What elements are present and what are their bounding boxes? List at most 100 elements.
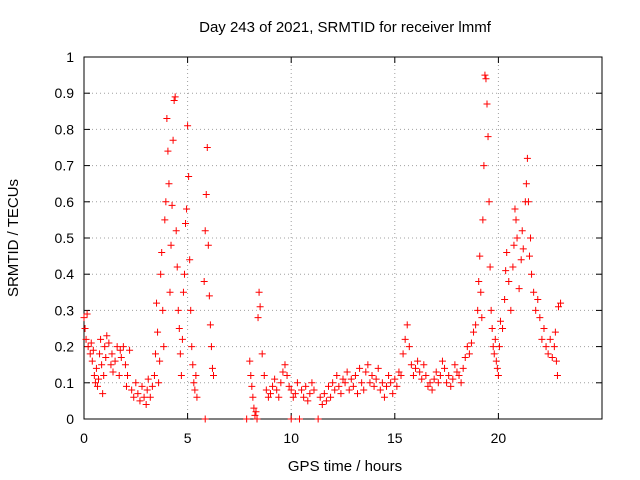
data-point (405, 343, 413, 351)
x-tick-label: 20 (491, 430, 507, 446)
data-point (275, 393, 283, 401)
data-point (163, 115, 171, 123)
data-point (143, 386, 151, 394)
data-point (447, 382, 455, 390)
data-point (176, 350, 184, 358)
data-point (538, 335, 546, 343)
data-point (262, 386, 270, 394)
data-point (366, 379, 374, 387)
data-point (486, 263, 494, 271)
data-point (345, 386, 353, 394)
data-point (453, 368, 461, 376)
data-point (324, 382, 332, 390)
data-point (154, 328, 162, 336)
data-point (322, 397, 330, 405)
data-point (517, 256, 525, 264)
y-tick-label: 0.2 (55, 339, 75, 355)
data-point (153, 299, 161, 307)
data-point (505, 277, 513, 285)
data-point (387, 379, 395, 387)
y-axis-label: SRMTID / TECUs (5, 179, 22, 297)
y-axis: 0 0.1 0.2 0.3 0.4 0.5 0.6 0.7 0.8 0.9 1 (55, 49, 602, 427)
data-point (360, 386, 368, 394)
data-point (548, 353, 556, 361)
data-point (461, 353, 469, 361)
data-point (475, 277, 483, 285)
data-point (86, 350, 94, 358)
data-point (424, 382, 432, 390)
data-point (82, 335, 90, 343)
data-point (354, 390, 362, 398)
data-point (158, 248, 166, 256)
y-tick-label: 0.1 (55, 375, 75, 391)
data-point (202, 191, 210, 199)
data-point (477, 288, 485, 296)
data-point (519, 245, 527, 253)
data-point (260, 372, 268, 380)
data-point (327, 393, 335, 401)
data-point (420, 361, 428, 369)
data-point (279, 368, 287, 376)
data-point (203, 144, 211, 151)
data-point (389, 390, 397, 398)
data-point (489, 343, 497, 351)
x-tick-label: 15 (387, 430, 403, 446)
data-point (401, 335, 409, 343)
data-point (255, 288, 263, 296)
data-point (527, 234, 535, 242)
data-point (251, 411, 259, 419)
data-point (121, 361, 129, 369)
data-point (339, 375, 347, 383)
data-point (93, 382, 101, 390)
data-point (364, 361, 372, 369)
data-point (144, 375, 152, 383)
data-point (146, 393, 154, 401)
data-point (552, 357, 560, 365)
data-point (164, 147, 172, 155)
data-point (157, 270, 165, 278)
data-point (329, 379, 337, 387)
data-point (298, 386, 306, 394)
data-point (89, 346, 97, 354)
data-point (148, 382, 156, 390)
data-point (445, 372, 453, 380)
data-point (341, 379, 349, 387)
data-point (187, 306, 195, 314)
data-point (416, 368, 424, 376)
data-point (554, 303, 562, 311)
data-point (441, 364, 449, 372)
data-point (481, 71, 489, 79)
data-point (463, 343, 471, 351)
data-point (430, 375, 438, 383)
data-point (302, 382, 310, 390)
data-point (201, 415, 209, 423)
data-point (103, 332, 111, 340)
data-point (474, 306, 482, 314)
data-point (399, 350, 407, 358)
data-point (84, 343, 92, 351)
data-point (138, 382, 146, 390)
data-point (546, 335, 554, 343)
data-point (192, 372, 200, 380)
data-point (108, 350, 116, 358)
y-tick-label: 0.4 (55, 266, 75, 282)
x-tick-label: 5 (184, 430, 192, 446)
data-point (174, 306, 182, 314)
data-point (403, 321, 411, 329)
data-point (166, 288, 174, 296)
data-point (553, 372, 561, 380)
data-point (208, 364, 216, 372)
data-point (518, 227, 526, 235)
data-point (412, 364, 420, 372)
data-point (80, 314, 88, 322)
data-point (393, 382, 401, 390)
data-point (308, 379, 316, 387)
data-point (136, 397, 144, 405)
data-point (525, 252, 533, 260)
data-point (92, 364, 100, 372)
data-point (95, 375, 103, 383)
data-point (385, 372, 393, 380)
data-point (283, 372, 291, 380)
y-tick-label: 0.7 (55, 158, 75, 174)
